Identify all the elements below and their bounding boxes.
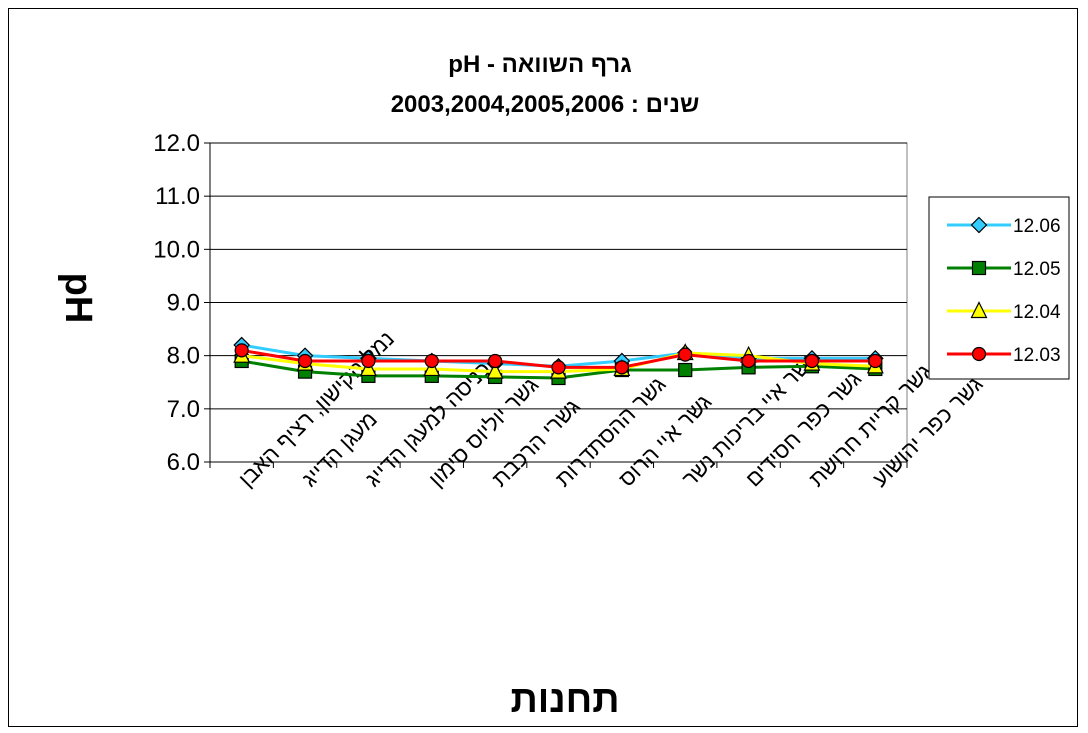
legend-label: 12.06 <box>1013 216 1061 237</box>
legend-box <box>928 196 1070 380</box>
data-point <box>678 347 693 362</box>
y-tick-label: 7.0 <box>167 396 200 423</box>
data-point <box>614 360 629 375</box>
y-axis-label: pH <box>57 273 99 324</box>
legend-label: 12.05 <box>1013 259 1061 280</box>
x-axis-label: תחנות <box>510 679 619 721</box>
legend-marker <box>970 216 988 234</box>
series-layer <box>233 336 884 386</box>
y-tick-label: 10.0 <box>153 236 200 263</box>
legend-label: 12.04 <box>1013 302 1061 323</box>
chart-title-line1: גרף השוואה - pH <box>448 51 631 78</box>
legend-entry: 12.03 <box>947 345 1061 366</box>
plot-area <box>209 142 908 463</box>
y-tick-label: 6.0 <box>167 449 200 476</box>
data-point <box>486 361 504 379</box>
y-axis-ticks: 12.0 11.0 10.0 9.0 8.0 7.0 6.0 <box>153 130 210 476</box>
data-point <box>551 360 566 375</box>
data-point <box>361 353 376 369</box>
y-tick-label: 9.0 <box>167 290 200 317</box>
legend-label: 12.03 <box>1013 345 1061 366</box>
data-point <box>488 353 503 369</box>
data-point <box>868 353 883 369</box>
legend-entry: 12.06 <box>947 216 1061 237</box>
data-point <box>804 353 820 369</box>
legend-entry: 12.05 <box>947 259 1061 280</box>
legend: 12.06 12.05 12.04 12.03 <box>928 196 1070 380</box>
data-point <box>297 353 313 369</box>
y-tick-label: 12.0 <box>153 130 200 157</box>
legend-marker <box>971 260 987 276</box>
chart-title-line2: שנים : 2003,2004,2005,2006 <box>391 91 700 118</box>
series-12.03 <box>234 343 883 375</box>
data-point <box>678 362 693 378</box>
y-tick-label: 8.0 <box>167 343 200 370</box>
data-point <box>741 353 756 369</box>
data-point <box>234 343 249 358</box>
data-point <box>424 353 439 369</box>
legend-entry: 12.04 <box>947 301 1061 323</box>
legend-marker <box>971 346 987 362</box>
legend-marker <box>970 301 988 319</box>
y-tick-label: 11.0 <box>155 183 200 210</box>
